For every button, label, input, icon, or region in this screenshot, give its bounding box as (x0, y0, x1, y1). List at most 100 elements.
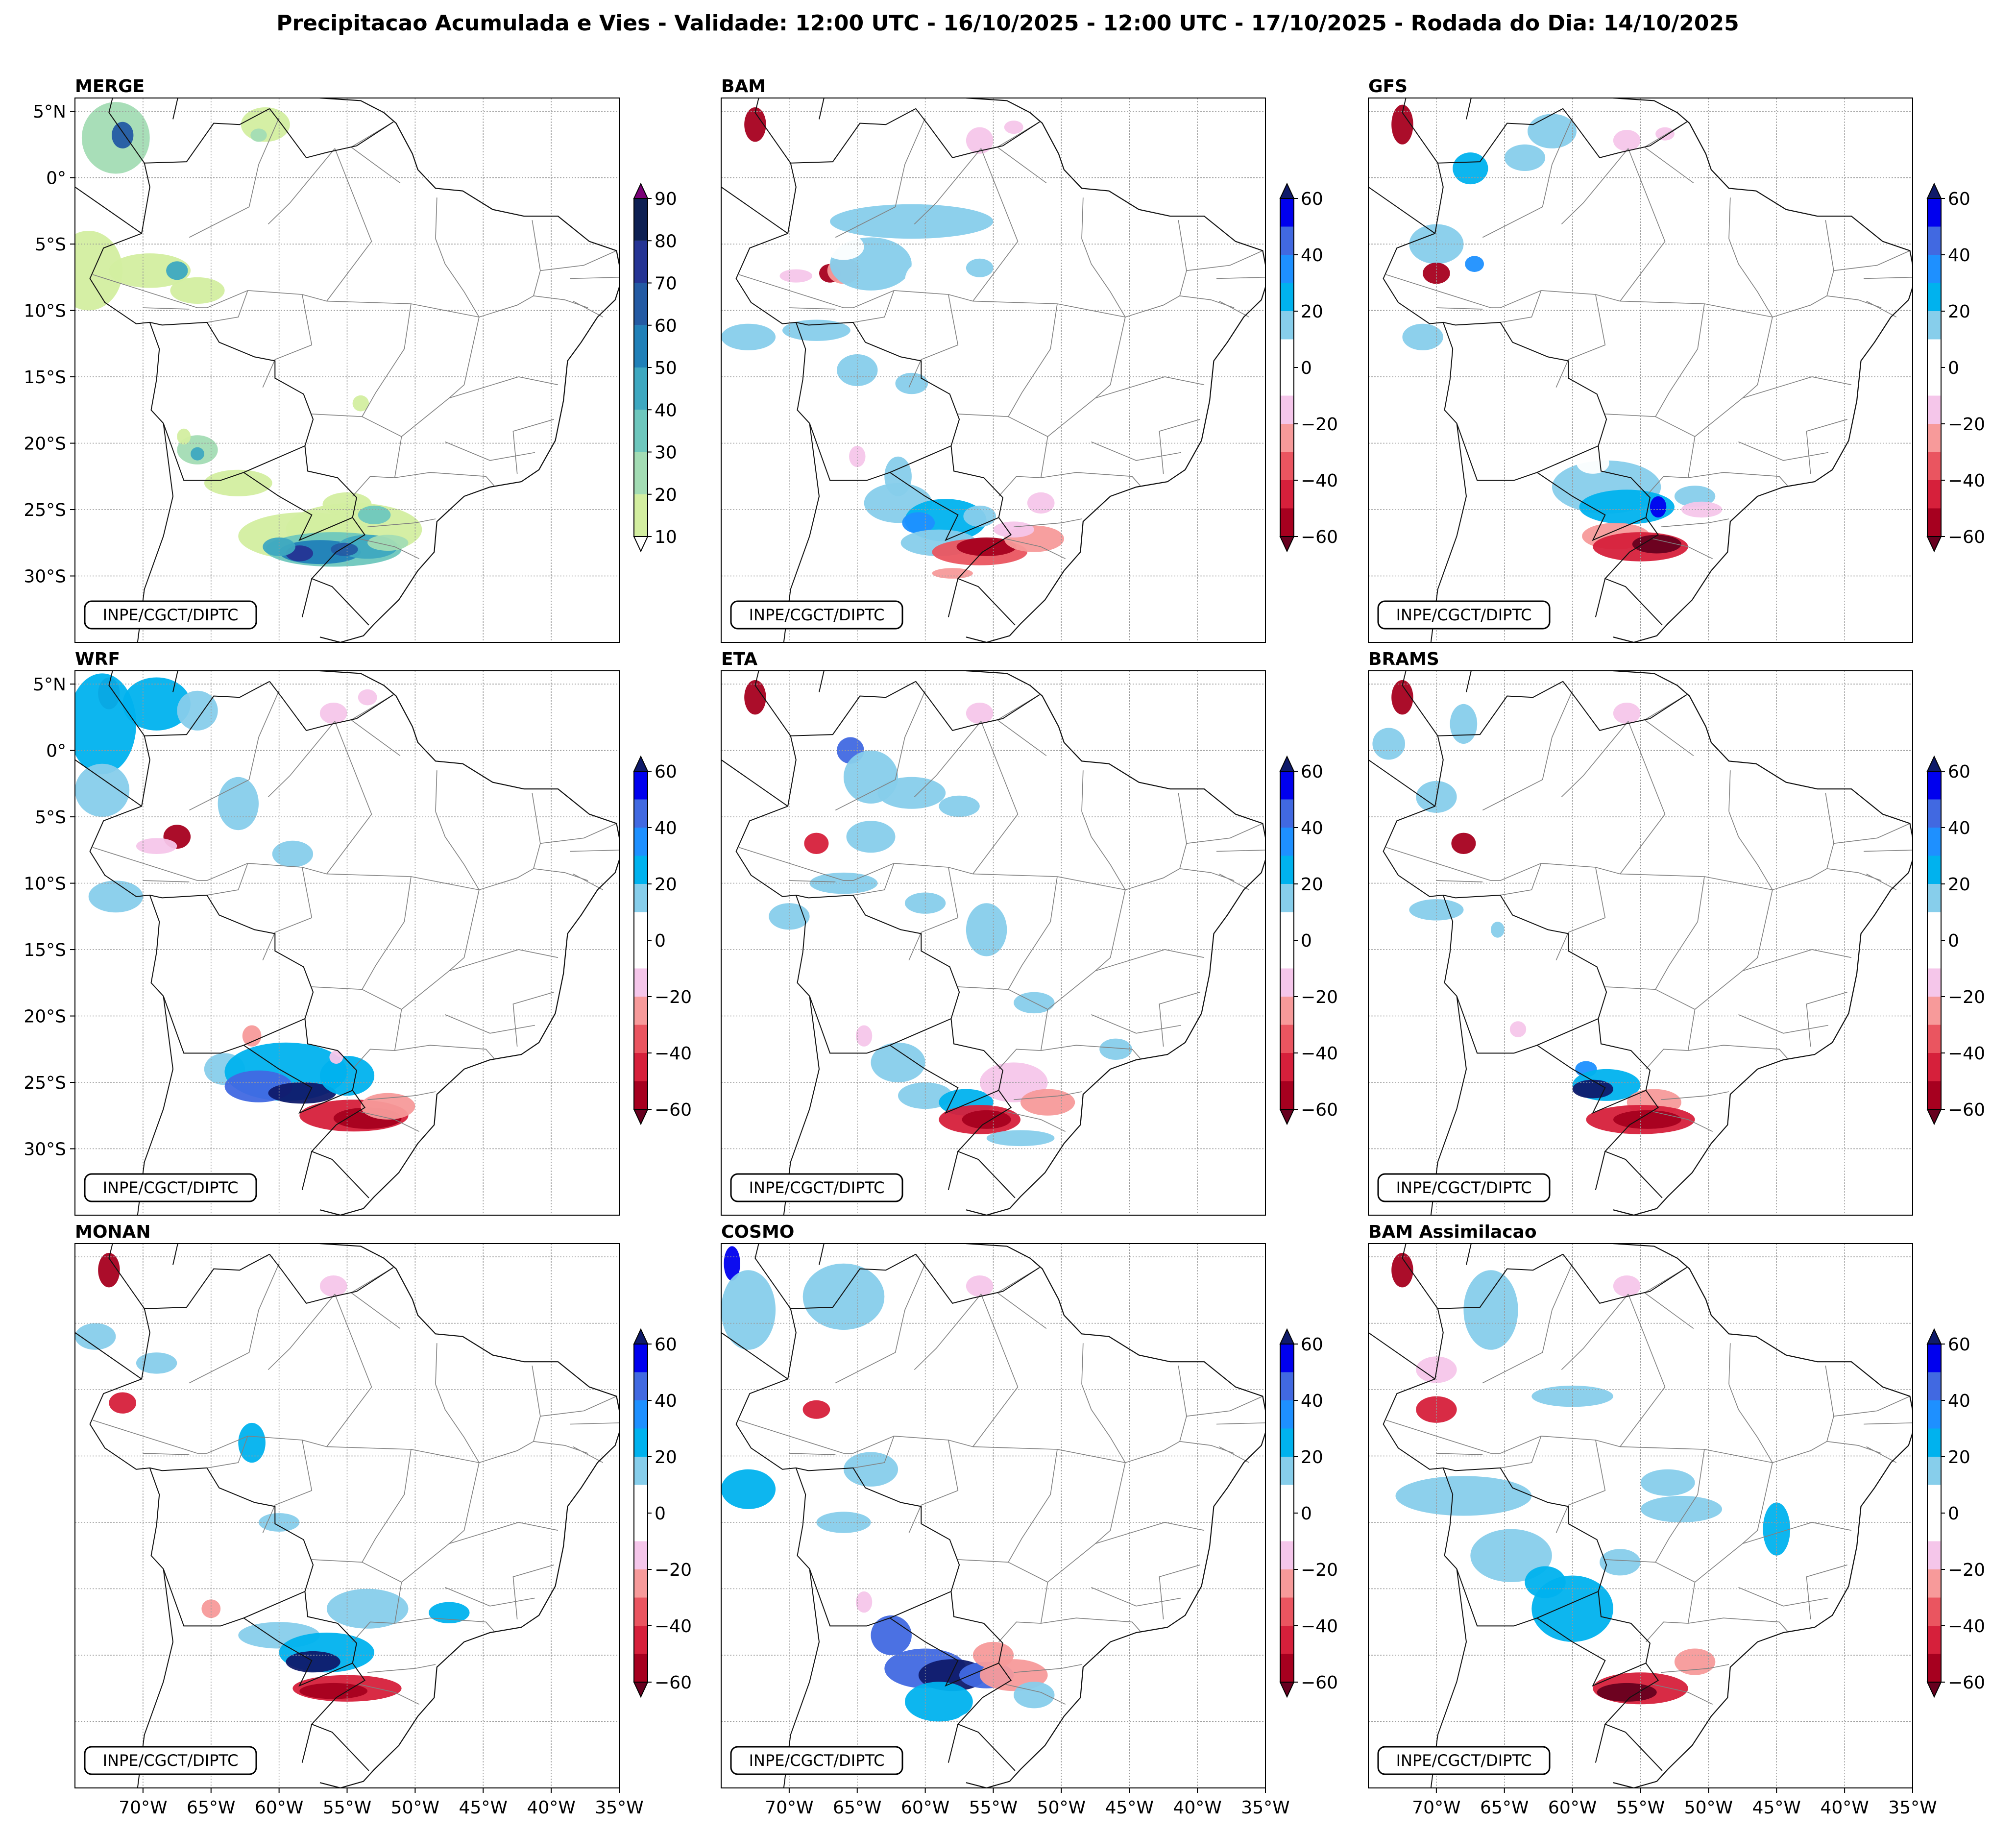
precip-cell (1579, 489, 1675, 524)
state-border (312, 876, 412, 990)
precip-cell (802, 1400, 830, 1419)
state-border (972, 1294, 1019, 1447)
state-border (1866, 873, 1897, 890)
colorbar-bin (1280, 508, 1294, 537)
country-border (1456, 423, 1599, 481)
state-border (512, 992, 554, 1047)
state-border (789, 1453, 836, 1455)
state-border (449, 376, 559, 399)
state-border (1186, 823, 1263, 844)
colorbar-bin (1280, 1569, 1294, 1598)
colorbar-bin (1280, 1344, 1294, 1372)
country-border (243, 472, 353, 541)
colorbar-bin (1927, 856, 1941, 884)
precip-cell (299, 1683, 368, 1699)
colorbar-tick-label: −60 (1301, 1100, 1338, 1120)
lat-tick-label: 0° (46, 169, 66, 189)
country-border (889, 472, 999, 541)
lat-tick-label: 5°S (35, 235, 66, 255)
precip-cell (319, 1275, 347, 1297)
colorbar-bin (1280, 968, 1294, 997)
panel-label: COSMO (721, 1222, 794, 1242)
country-border (1536, 472, 1646, 541)
colorbar-tick-label: 0 (655, 931, 666, 951)
colorbar-bin (634, 283, 648, 325)
country-border (721, 1332, 788, 1380)
colorbar-bin (1927, 255, 1941, 283)
state-border (1688, 1617, 1788, 1632)
panel-label: BAM (721, 76, 766, 97)
state-border (1091, 1014, 1181, 1034)
colorbar-bin (634, 1372, 648, 1400)
country-border (149, 1467, 164, 1569)
precip-cell (966, 127, 994, 154)
colorbar-tick-label: −60 (1301, 527, 1338, 547)
panel-label: ETA (721, 649, 757, 669)
precip-cell (268, 1082, 337, 1104)
colorbar-tick-label: 60 (655, 762, 677, 782)
state-border (789, 880, 836, 882)
panel-label: MERGE (75, 76, 145, 97)
precip-cell (1597, 1683, 1657, 1702)
state-border (835, 690, 926, 811)
state-border (92, 847, 588, 890)
precip-cell (1613, 130, 1641, 151)
colorbar-tick-label: 60 (1948, 189, 1970, 209)
precip-cell (1451, 832, 1476, 855)
colorbar-bin (1927, 367, 1941, 396)
lat-tick-label: 5°N (33, 102, 66, 122)
country-border (809, 996, 951, 1054)
colorbar-bin (1927, 1428, 1941, 1457)
colorbar-bin (634, 1485, 648, 1513)
state-border (1500, 1436, 1542, 1468)
country-border (269, 681, 394, 732)
colorbar-bin (1280, 255, 1294, 283)
state-border (435, 811, 480, 890)
country-border (149, 322, 164, 424)
figure-title: Precipitacao Acumulada e Vies - Validade… (276, 11, 1739, 36)
state-border (367, 518, 436, 528)
precip-cell (1465, 256, 1484, 272)
colorbar-tick-label: 80 (655, 231, 677, 251)
precip-cell (1402, 323, 1443, 350)
precip-cell (75, 673, 136, 775)
panel-label: WRF (75, 649, 120, 669)
panel-label: MONAN (75, 1222, 151, 1242)
state-border (1866, 1446, 1897, 1463)
colorbar-bin (1927, 395, 1941, 424)
state-border (1047, 317, 1126, 437)
country-border (75, 1332, 142, 1380)
credit-label: INPE/CGCT/DIPTC (1396, 1751, 1532, 1770)
colorbar-bin (634, 940, 648, 969)
precip-cell (748, 168, 776, 200)
colorbar-bin (634, 1081, 648, 1109)
panel-eta: ETA INPE/CGCT/DIPTC 60 40 20 0 −20 −40 −60 (721, 649, 1338, 1216)
precip-cell (1655, 127, 1675, 141)
state-border (908, 294, 959, 388)
precip-cell (895, 372, 928, 394)
state-border (1436, 880, 1483, 882)
colorbar-bias: 60 40 20 0 −20 −40 −60 (1926, 182, 1985, 553)
colorbar-tick-label: 60 (655, 1335, 677, 1355)
colorbar-tick-label: −40 (1948, 1616, 1985, 1637)
credit-box (730, 600, 903, 630)
state-border (540, 1395, 617, 1417)
precip-cell (331, 542, 358, 556)
colorbar-bin (1927, 1626, 1941, 1654)
colorbar-bin (1280, 1597, 1294, 1626)
colorbar-tick-label: 40 (1948, 1391, 1970, 1411)
colorbar-tick-label: 40 (655, 400, 677, 420)
state-border (835, 118, 926, 238)
precip-cell (966, 703, 994, 724)
precip-cell (242, 1025, 262, 1047)
state-border (1620, 148, 1666, 302)
state-border (1500, 290, 1542, 323)
precip-cell (109, 1392, 136, 1414)
precip-cell (962, 1110, 1011, 1129)
country-border (301, 1151, 313, 1190)
country-border (269, 1254, 394, 1304)
state-border (1482, 690, 1573, 811)
state-border (1561, 721, 1629, 797)
precip-cell (744, 107, 766, 142)
colorbar-bin (1927, 771, 1941, 800)
